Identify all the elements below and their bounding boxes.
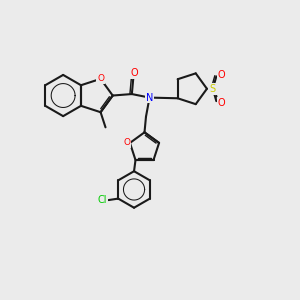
Text: O: O: [218, 70, 226, 80]
Text: O: O: [218, 98, 226, 108]
Text: Cl: Cl: [98, 195, 107, 205]
Text: O: O: [97, 74, 104, 83]
Text: S: S: [210, 84, 216, 94]
Text: O: O: [124, 138, 130, 147]
Text: N: N: [146, 93, 153, 103]
Text: O: O: [131, 68, 139, 78]
